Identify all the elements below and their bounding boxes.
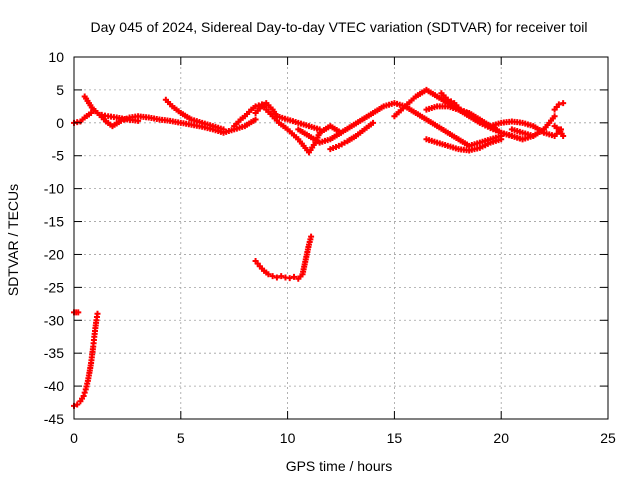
- data-points: [71, 86, 567, 409]
- data-point: [560, 100, 567, 107]
- data-point: [316, 126, 323, 133]
- chart-title: Day 045 of 2024, Sidereal Day-to-day VTE…: [91, 19, 588, 35]
- series-arc-3: [162, 96, 227, 133]
- data-point-interp: [81, 389, 88, 396]
- data-point: [555, 101, 562, 108]
- series-arc-12: [438, 90, 471, 116]
- data-point: [278, 273, 285, 280]
- data-point: [291, 273, 298, 280]
- axis-ticks: 10 5 0 -5 -10 -15 -20 -25 -30 -35 -40 -45 0 5 10 15 20 25: [44, 49, 616, 446]
- x-tick-label: 20: [493, 430, 509, 446]
- data-point: [457, 106, 464, 113]
- series-arc-14: [508, 113, 558, 139]
- y-tick-label: -25: [44, 279, 64, 295]
- data-point-interp: [460, 108, 467, 115]
- y-tick-label: -30: [44, 312, 64, 328]
- data-point: [551, 113, 558, 120]
- data-point: [286, 275, 293, 282]
- y-tick-label: -35: [44, 345, 64, 361]
- data-point: [370, 119, 377, 126]
- y-tick-label: 10: [48, 49, 64, 65]
- data-point: [269, 273, 276, 280]
- data-point: [94, 109, 101, 116]
- series-arc-6: [295, 116, 366, 146]
- data-point: [308, 233, 315, 240]
- series-arc-11: [423, 136, 505, 154]
- data-point: [273, 274, 280, 281]
- x-tick-label: 0: [70, 430, 78, 446]
- series-arc-2: [81, 93, 142, 124]
- series-mid-cluster: [252, 233, 315, 282]
- data-point: [94, 310, 101, 317]
- y-axis-label: SDTVAR / TECUs: [5, 184, 21, 296]
- y-tick-label: 0: [56, 115, 64, 131]
- data-point: [498, 136, 505, 143]
- y-tick-label: -45: [44, 411, 64, 427]
- y-tick-label: -5: [52, 148, 65, 164]
- y-tick-label: -15: [44, 214, 64, 230]
- y-tick-label: -40: [44, 378, 64, 394]
- series-arc-5: [252, 100, 323, 133]
- data-point: [444, 96, 451, 103]
- data-point: [220, 126, 227, 133]
- x-tick-label: 15: [387, 430, 403, 446]
- data-point: [75, 309, 82, 316]
- data-point: [560, 132, 567, 139]
- x-tick-label: 25: [600, 430, 616, 446]
- series-arc-16: [551, 123, 567, 139]
- series-arc-4: [231, 101, 344, 156]
- data-point: [135, 117, 142, 124]
- series-arc-8: [359, 100, 505, 149]
- data-point-interp: [448, 98, 455, 105]
- series-arc-15: [551, 100, 567, 113]
- plot-frame: [73, 56, 609, 420]
- data-point: [265, 271, 272, 278]
- data-point: [88, 109, 95, 116]
- grid-lines: [74, 57, 608, 419]
- series-arc-7: [327, 119, 377, 153]
- series-early-drop: [71, 310, 101, 409]
- data-point: [464, 109, 471, 116]
- y-tick-label: -10: [44, 181, 64, 197]
- x-tick-label: 5: [177, 430, 185, 446]
- x-axis-label: GPS time / hours: [286, 458, 393, 474]
- data-point: [252, 116, 259, 123]
- y-tick-label: 5: [56, 82, 64, 98]
- x-tick-label: 10: [280, 430, 296, 446]
- y-tick-label: -20: [44, 246, 64, 262]
- data-point: [80, 392, 87, 399]
- data-point: [74, 401, 81, 408]
- series-early-flat: [71, 309, 82, 316]
